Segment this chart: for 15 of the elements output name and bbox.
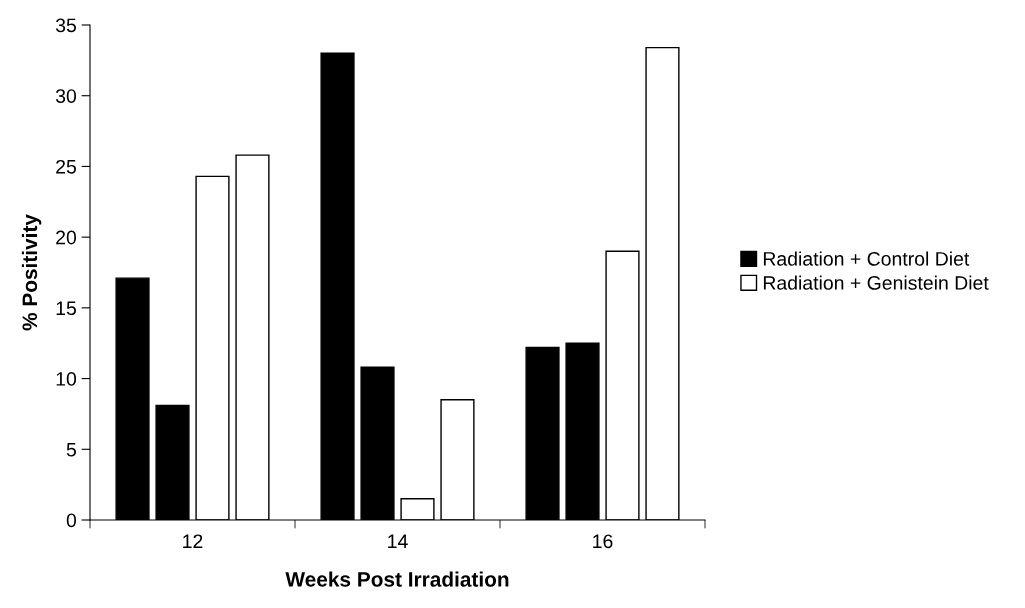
- y-tick-label: 10: [56, 372, 77, 386]
- y-tick-label: 25: [56, 159, 76, 174]
- y-tick-label: 5: [66, 442, 76, 457]
- x-tick-label: 12: [183, 534, 203, 548]
- legend-label: Radiation + Genistein Diet: [763, 275, 989, 290]
- x-tick-label: 14: [388, 534, 408, 548]
- legend-label: Radiation + Control Diet: [763, 251, 970, 266]
- y-tick-label: 20: [56, 230, 77, 245]
- y-tick-label: 35: [55, 18, 76, 33]
- y-tick-label: 0: [66, 513, 77, 528]
- y-axis-title: % Positivity: [21, 214, 42, 331]
- x-tick-label: 16: [593, 534, 613, 549]
- y-tick-label: 30: [55, 89, 77, 103]
- y-tick-label: 15: [56, 301, 76, 316]
- x-axis-title: Weeks Post Irradiation: [285, 571, 509, 587]
